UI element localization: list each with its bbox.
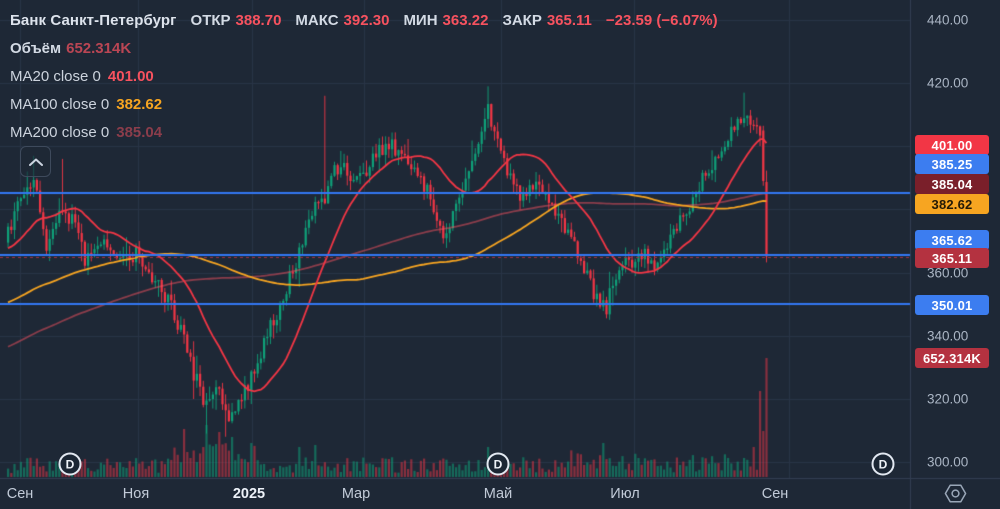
time-label: Сен: [6, 485, 34, 502]
volume-row[interactable]: Объём 652.314K: [10, 35, 718, 63]
indicator-rows: MA20 close 0 401.00 MA100 close 0 382.62 MA2…: [10, 63, 718, 147]
ohlc-pair: ОТКР 388.70: [191, 12, 282, 30]
ohlc-label: ОТКР: [190, 12, 231, 29]
price-badge: 365.62: [915, 230, 989, 250]
price-badge: 382.62: [915, 194, 989, 214]
price-tick: 320.00: [927, 391, 969, 407]
dividend-marker[interactable]: D: [871, 452, 895, 476]
time-label: Сен: [761, 485, 789, 502]
chevron-up-icon: [28, 158, 43, 166]
dividend-marker[interactable]: D: [58, 452, 82, 476]
dividend-marker[interactable]: D: [486, 452, 510, 476]
indicator-row[interactable]: MA100 close 0 382.62: [10, 91, 718, 119]
chart-legend: Банк Санкт-Петербург ОТКР 388.70 МАКС 392.3…: [10, 7, 718, 147]
time-label: Май: [483, 485, 513, 502]
ohlc-value: 388.70: [235, 12, 282, 29]
ohlc-value: 392.30: [343, 12, 390, 29]
ohlc-pair: МИН 363.22: [403, 12, 488, 30]
price-badge: 350.01: [915, 295, 989, 315]
symbol-title: Банк Санкт-Петербург: [10, 12, 177, 29]
time-label: Июл: [610, 485, 640, 502]
price-tick: 300.00: [927, 454, 969, 470]
change-value: −23.59 (−6.07%): [605, 12, 718, 29]
ohlc-pair: ЗАКР 365.11: [502, 12, 591, 30]
indicator-row[interactable]: MA200 close 0 385.04: [10, 119, 718, 147]
price-tick: 420.00: [927, 75, 969, 91]
indicator-value: 401.00: [107, 68, 154, 85]
indicator-value: 382.62: [116, 96, 163, 113]
price-axis[interactable]: 440.00420.00400.00380.00360.00340.00320.…: [910, 0, 1000, 478]
price-badge: 385.25: [915, 154, 989, 174]
time-label: Ноя: [122, 485, 150, 502]
volume-label: Объём: [10, 40, 62, 57]
price-badge: 385.04: [915, 174, 989, 194]
price-tick: 360.00: [927, 265, 969, 281]
indicator-label: MA100 close 0: [10, 96, 110, 113]
ohlc-value: 365.11: [546, 12, 592, 29]
indicator-label: MA200 close 0: [10, 124, 110, 141]
price-badge: 652.314K: [915, 348, 989, 368]
ohlc-label: ЗАКР: [502, 12, 542, 29]
price-badge: 365.11: [915, 248, 989, 268]
time-label: Мар: [341, 485, 371, 502]
price-tick: 340.00: [927, 328, 969, 344]
volume-value: 652.314K: [66, 40, 132, 57]
ohlc-pair: МАКС 392.30: [295, 12, 389, 30]
price-scale-settings-button[interactable]: [910, 478, 1000, 509]
price-badge: 401.00: [915, 135, 989, 155]
indicator-row[interactable]: MA20 close 0 401.00: [10, 63, 718, 91]
ohlc-value: 363.22: [442, 12, 489, 29]
indicator-value: 385.04: [116, 124, 163, 141]
ohlc-label: МИН: [403, 12, 438, 29]
price-tick: 440.00: [927, 12, 969, 28]
time-label: 2025: [232, 485, 266, 502]
collapse-indicators-button[interactable]: [20, 146, 51, 177]
ohlc-label: МАКС: [295, 12, 339, 29]
time-axis[interactable]: Сен Ноя 2025 Мар Май Июл Сен: [0, 478, 910, 509]
indicator-label: MA20 close 0: [10, 68, 101, 85]
gear-icon: [944, 484, 966, 503]
symbol-row[interactable]: Банк Санкт-Петербург ОТКР 388.70 МАКС 392.3…: [10, 7, 718, 35]
